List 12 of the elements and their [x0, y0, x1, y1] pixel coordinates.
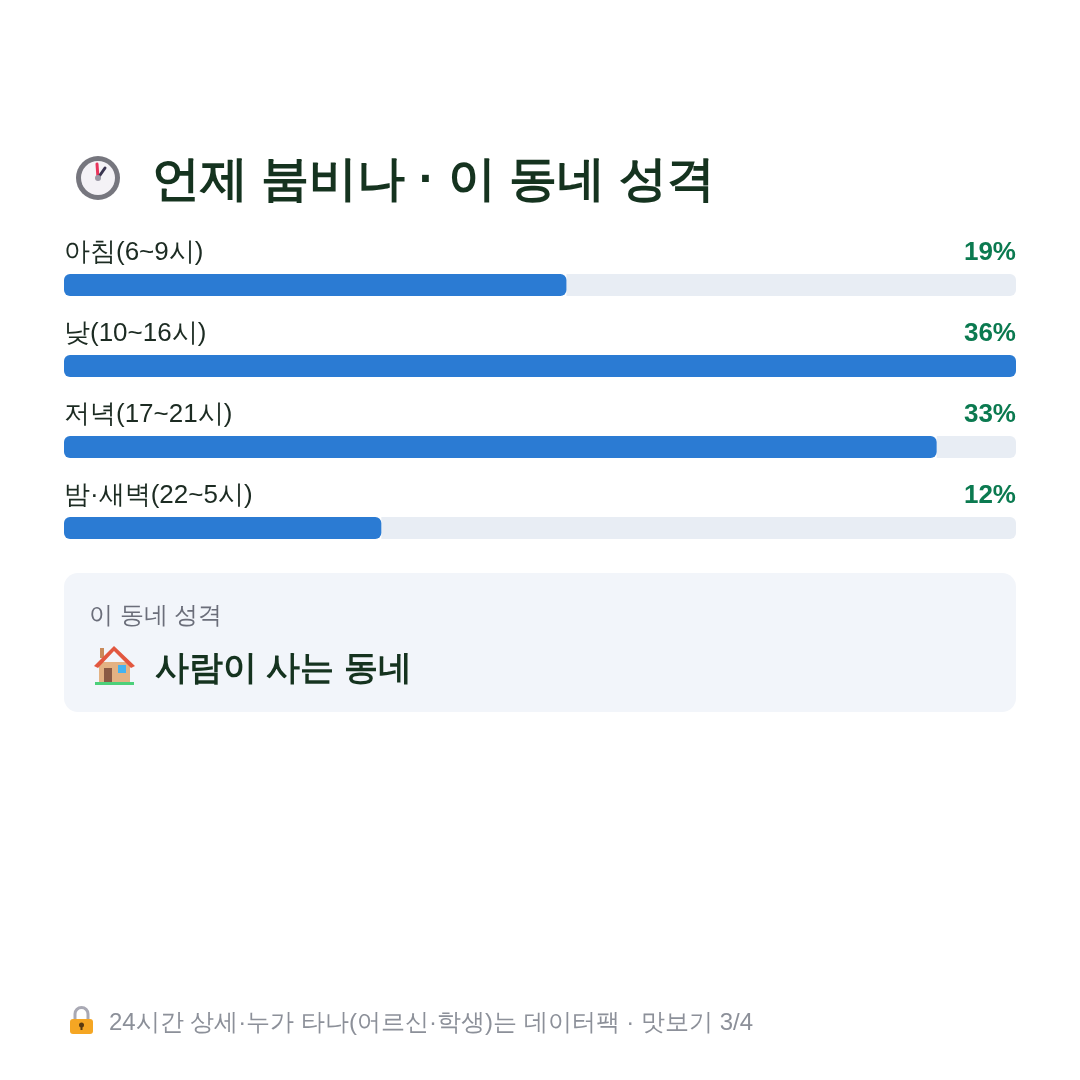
- card-label: 이 동네 성격: [89, 601, 223, 628]
- category-label: 밤·새벽(22~5시): [64, 479, 253, 509]
- value-label: 12%: [963, 479, 1016, 509]
- card-value: 사람이 사는 동네: [155, 648, 412, 686]
- category-label: 낮(10~16시): [64, 317, 207, 347]
- category-label: 저녁(17~21시): [64, 398, 233, 428]
- value-label: 33%: [963, 398, 1016, 428]
- title: 언제 붐비나 · 이 동네 성격: [152, 152, 715, 205]
- footer: 24시간 상세·누가 타나(어르신·학생)는 데이터팩 · 맛보기 3/4: [109, 1008, 754, 1035]
- value-label: 19%: [963, 236, 1016, 266]
- category-label: 아침(6~9시): [64, 236, 204, 266]
- value-label: 36%: [963, 317, 1016, 347]
